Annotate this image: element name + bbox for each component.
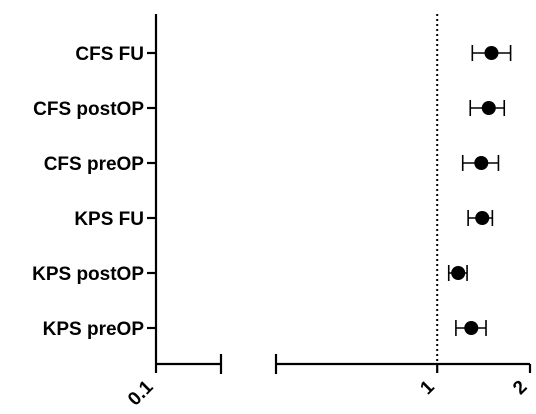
point-estimate <box>481 101 496 115</box>
row-label: KPS preOP <box>43 319 145 340</box>
row-label: KPS FU <box>74 209 144 230</box>
row-label: CFS preOP <box>44 154 145 175</box>
forest-row: CFS postOP <box>33 99 506 120</box>
forest-row: KPS FU <box>74 209 494 230</box>
point-estimate <box>484 46 499 60</box>
point-estimate <box>475 211 490 225</box>
row-label: KPS postOP <box>32 264 144 285</box>
x-tick-label: 0.1 <box>124 376 158 410</box>
point-estimate <box>451 266 466 280</box>
rows: CFS FU CFS postOP CFS preOP KPS FU KPS postO… <box>32 44 512 340</box>
point-estimate <box>464 321 479 335</box>
x-tick-label: 1 <box>416 376 439 399</box>
forest-row: KPS preOP <box>43 319 487 340</box>
forest-row: KPS postOP <box>32 264 468 285</box>
forest-row: CFS preOP <box>44 154 500 175</box>
x-axis: 0.1 1 2 <box>124 354 532 410</box>
row-label: CFS postOP <box>33 99 144 120</box>
row-label: CFS FU <box>75 44 144 65</box>
point-estimate <box>474 156 489 170</box>
x-tick-label: 2 <box>509 377 531 399</box>
forest-row: CFS FU <box>75 44 512 65</box>
